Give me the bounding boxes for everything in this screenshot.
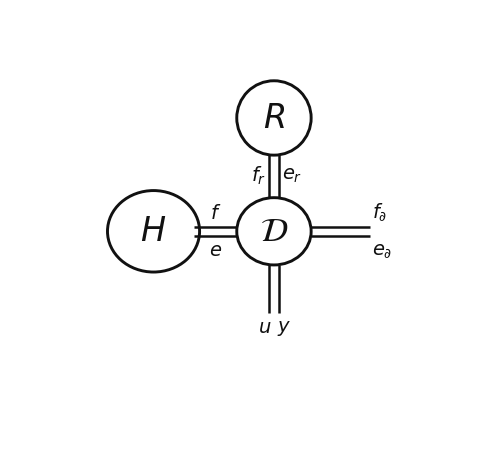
Text: $y$: $y$ — [277, 319, 291, 337]
Text: $f_{\partial}$: $f_{\partial}$ — [372, 202, 388, 223]
Text: $f$: $f$ — [210, 204, 221, 223]
Text: $e_r$: $e_r$ — [282, 166, 303, 185]
Text: $\mathcal{D}$: $\mathcal{D}$ — [260, 216, 288, 248]
Text: $u$: $u$ — [258, 319, 272, 336]
Text: $e_{\partial}$: $e_{\partial}$ — [372, 241, 393, 259]
Text: $e$: $e$ — [209, 241, 222, 259]
Text: $f_r$: $f_r$ — [250, 164, 266, 186]
Text: $H$: $H$ — [140, 216, 166, 248]
Text: $R$: $R$ — [263, 103, 285, 134]
